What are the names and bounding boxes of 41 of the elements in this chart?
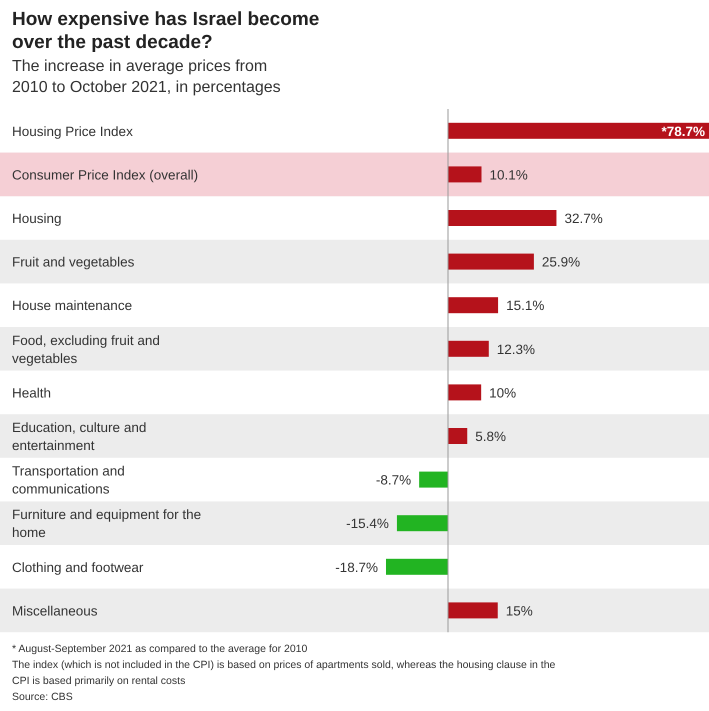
bar [448,384,482,400]
data-label: -8.7% [376,472,412,488]
data-label: -18.7% [335,560,378,575]
data-label: 32.7% [564,211,603,226]
data-label: 10.1% [489,167,528,182]
bar [448,122,709,139]
data-label: 15% [506,603,533,618]
bar [448,297,498,314]
y-tick-label: Housing [12,211,62,226]
y-tick-label: Education, culture and entertainment [12,420,146,453]
data-label: 15.1% [506,298,544,314]
data-label: 25.9% [542,254,580,270]
data-label: -15.4% [346,516,389,532]
data-label: 5.8% [475,429,506,444]
y-tick-label: Food, excluding fruit and vegetables [12,332,160,366]
data-label: 10% [489,385,516,400]
text: The increase in average prices from 2010 to October 2021, in percentages [12,58,281,96]
text: * August-September 2021 as compared to the average for 2010 [12,643,308,656]
bar [448,428,468,444]
bar [448,340,489,357]
y-tick-label: Housing Price Index [12,124,134,139]
text: How expensive has Israel become over the past decade? [12,9,320,53]
y-tick-label: Health [12,385,52,400]
text: The index (which is not included in the CPI) is based on prices of apartments sold, whereas the housing clause in the CPI is based primarily on rental costs [12,659,556,688]
y-tick-label: House maintenance [12,298,132,314]
data-label: 12.3% [496,342,536,357]
y-tick-label: Furniture and equipment for the home [12,507,202,540]
y-tick-label: Miscellaneous [12,603,98,618]
y-tick-label: Consumer Price Index (overall) [12,167,198,182]
y-tick-label: Transportation and communications [12,464,125,497]
bar [448,254,534,270]
y-tick-label: Fruit and vegetables [12,254,135,270]
bar [448,166,482,182]
bar [396,515,448,532]
y-tick-label: Clothing and footwear [12,560,144,575]
source-note: Source: CBS [12,691,73,704]
bar [448,210,556,226]
data-label: *78.7% [661,124,705,139]
bar [419,472,448,488]
bar [448,602,498,618]
bar [386,558,448,575]
